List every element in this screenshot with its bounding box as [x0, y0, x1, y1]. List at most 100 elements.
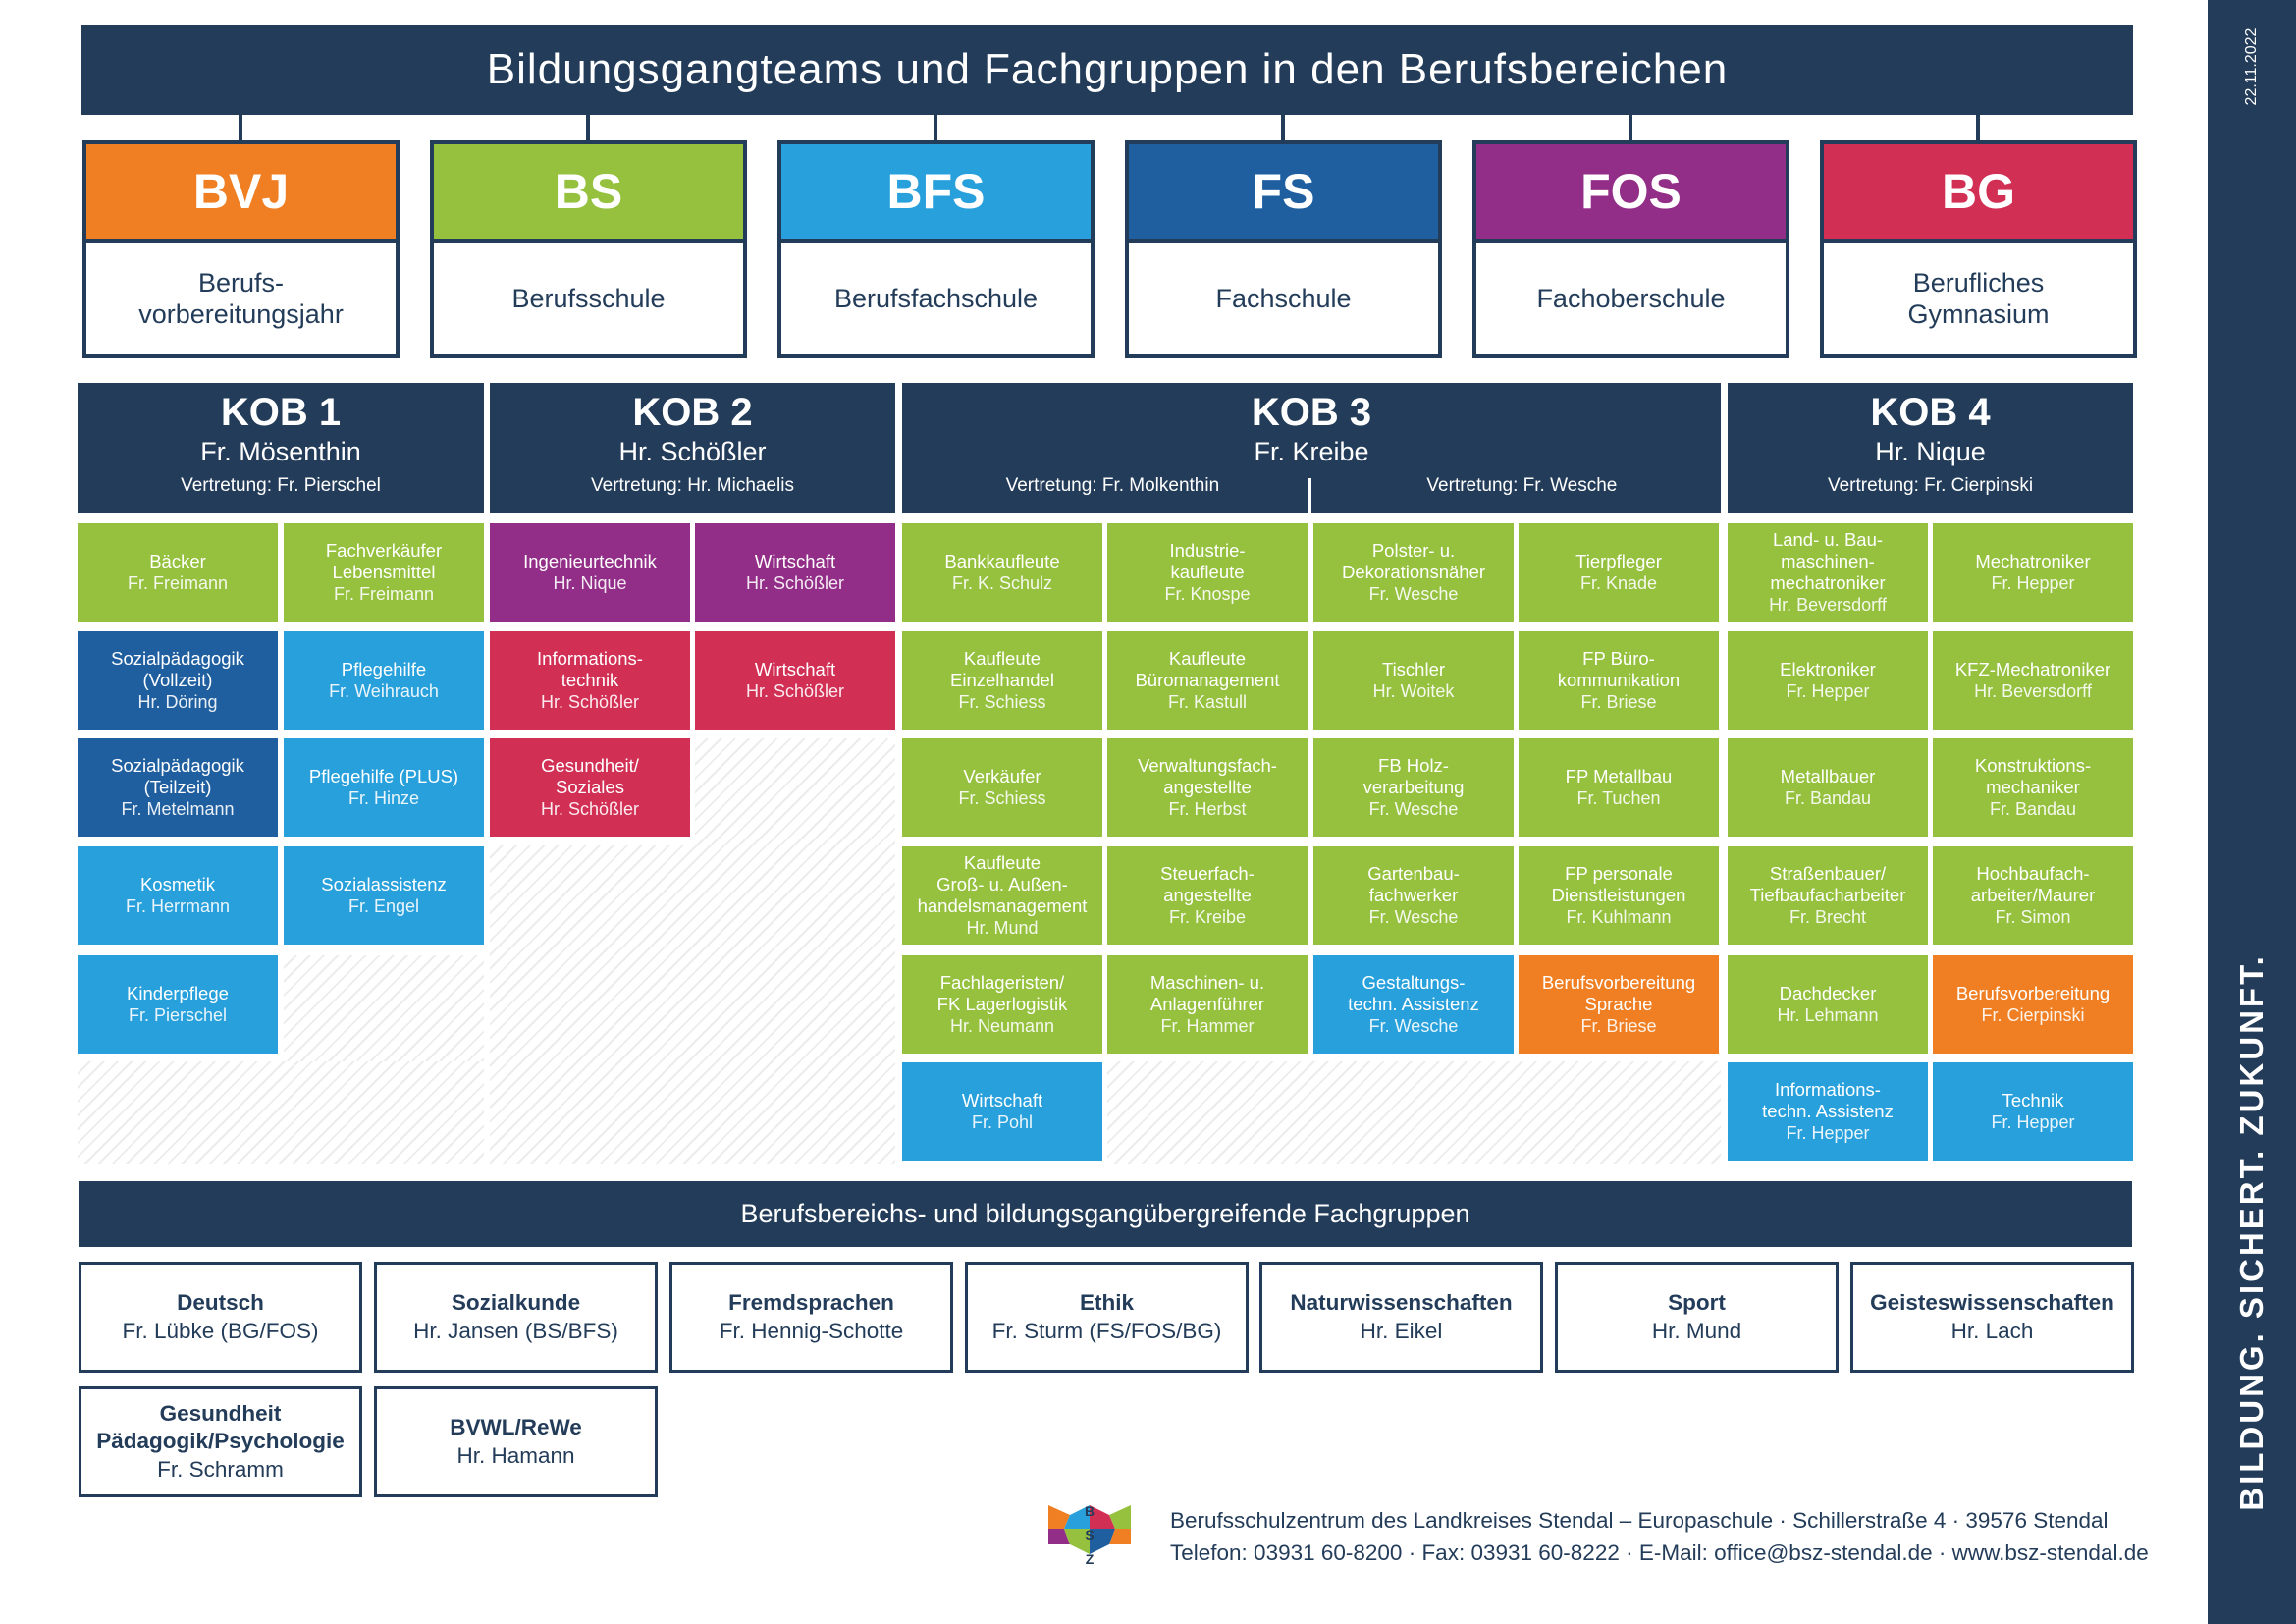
- team-title: Kaufleute Groß- u. Außen- handelsmanagem…: [917, 852, 1088, 916]
- team-person: Hr. Döring: [137, 692, 218, 712]
- connector-fs: [1281, 115, 1285, 140]
- connector-bfs: [934, 115, 937, 140]
- team-title: Industrie- kaufleute: [1169, 540, 1246, 582]
- team-person: Fr. Schiess: [958, 692, 1046, 712]
- kob-2-person: Hr. Schößler: [618, 437, 767, 466]
- team-title: FB Holz- verarbeitung: [1362, 755, 1465, 797]
- footer-address: Berufsschulzentrum des Landkreises Stend…: [1170, 1508, 2109, 1533]
- team-person: Fr. Pohl: [971, 1112, 1034, 1132]
- team-cell: FP Büro- kommunikation Fr. Briese: [1519, 631, 1719, 730]
- team-cell: Elektroniker Fr. Hepper: [1728, 631, 1928, 730]
- school-type-bg: BG Berufliches Gymnasium: [1820, 140, 2137, 358]
- school-type-name: Berufsfachschule: [833, 284, 1039, 313]
- kob-3-divider: [1308, 478, 1311, 513]
- team-person: Hr. Mund: [966, 918, 1039, 938]
- fachgruppe-box: Fremdsprachen Fr. Hennig-Schotte: [669, 1262, 953, 1373]
- fachgruppe-name: BVWL/ReWe: [450, 1414, 582, 1439]
- team-title: Konstruktions- mechaniker: [1974, 755, 2092, 797]
- fachgruppe-person: Hr. Jansen (BS/BFS): [413, 1318, 618, 1343]
- team-person: Fr. Engel: [347, 896, 420, 916]
- fachgruppe-name: Gesundheit Pädagogik/Psychologie: [96, 1400, 345, 1453]
- school-type-fs: FS Fachschule: [1125, 140, 1442, 358]
- team-title: Bankkaufleute: [944, 551, 1060, 571]
- page-title: Bildungsgangteams und Fachgruppen in den…: [81, 25, 2133, 115]
- team-person: Fr. Bandau: [1784, 788, 1872, 808]
- school-type-bfs: BFS Berufsfachschule: [777, 140, 1095, 358]
- team-title: Verwaltungsfach- angestellte: [1138, 755, 1277, 797]
- team-person: Hr. Woitek: [1372, 681, 1455, 701]
- team-cell: Steuerfach- angestellte Fr. Kreibe: [1107, 846, 1308, 945]
- fachgruppe-name: Fremdsprachen: [728, 1289, 894, 1315]
- fachgruppe-person: Hr. Lach: [1950, 1318, 2034, 1343]
- fachgruppe-name: Sport: [1668, 1289, 1726, 1315]
- team-title: Informations- techn. Assistenz: [1762, 1079, 1894, 1121]
- team-person: Fr. Wesche: [1368, 907, 1459, 927]
- fachgruppe-box: Geisteswissenschaften Hr. Lach: [1850, 1262, 2134, 1373]
- fachgruppe-name: Naturwissenschaften: [1290, 1289, 1513, 1315]
- team-cell: FP Metallbau Fr. Tuchen: [1519, 738, 1719, 837]
- team-cell: Gesundheit/ Soziales Hr. Schößler: [490, 738, 690, 837]
- school-type-name: Berufsschule: [511, 284, 666, 313]
- fachgruppe-name: Geisteswissenschaften: [1870, 1289, 2114, 1315]
- team-cell: Kosmetik Fr. Herrmann: [78, 846, 278, 945]
- team-cell: Wirtschaft Hr. Schößler: [695, 631, 895, 730]
- kob-4-name: KOB 4: [1870, 391, 1991, 434]
- team-cell: Ingenieurtechnik Hr. Nique: [490, 523, 690, 622]
- empty-area-kob1-bottom: [78, 1061, 484, 1164]
- team-cell: Kaufleute Einzelhandel Fr. Schiess: [902, 631, 1102, 730]
- kob-2-name: KOB 2: [632, 391, 753, 434]
- team-person: Fr. Hepper: [1786, 1123, 1870, 1143]
- footer-contact[interactable]: Telefon: 03931 60-8200 · Fax: 03931 60-8…: [1170, 1541, 2149, 1565]
- school-type-abbr: BVJ: [86, 144, 396, 243]
- team-cell: Fachverkäufer Lebensmittel Fr. Freimann: [284, 523, 484, 622]
- team-person: Hr. Schößler: [540, 692, 640, 712]
- school-type-abbr: BS: [434, 144, 743, 243]
- kob-4-header: KOB 4 Hr. Nique Vertretung: Fr. Cierpins…: [1728, 383, 2133, 513]
- team-title: Mechatroniker: [1975, 551, 2091, 571]
- footer: Berufsschulzentrum des Landkreises Stend…: [1170, 1504, 2149, 1569]
- fachgruppe-person: Hr. Mund: [1651, 1318, 1742, 1343]
- team-person: Fr. Brecht: [1789, 907, 1867, 927]
- team-title: Wirtschaft: [961, 1090, 1043, 1110]
- team-cell: Land- u. Bau- maschinen- mechatroniker Hr…: [1728, 523, 1928, 622]
- team-person: Hr. Beversdorff: [1769, 595, 1887, 615]
- team-person: Fr. Herbst: [1168, 799, 1247, 819]
- school-type-abbr: FOS: [1476, 144, 1786, 243]
- kob-1-header: KOB 1 Fr. Mösenthin Vertretung: Fr. Pier…: [78, 383, 484, 513]
- team-cell: Kaufleute Büromanagement Fr. Kastull: [1107, 631, 1308, 730]
- logo-letter-s: S: [1085, 1527, 1094, 1543]
- team-cell: Pflegehilfe (PLUS) Fr. Hinze: [284, 738, 484, 837]
- team-title: Sozialassistenz: [321, 874, 447, 894]
- team-cell: Wirtschaft Hr. Schößler: [695, 523, 895, 622]
- team-cell: Berufsvorbereitung Sprache Fr. Briese: [1519, 955, 1719, 1054]
- connector-bvj: [239, 115, 242, 140]
- team-person: Fr. Kreibe: [1168, 907, 1247, 927]
- team-person: Hr. Schößler: [745, 573, 845, 593]
- fachgruppe-name: Ethik: [1079, 1289, 1134, 1315]
- team-person: Fr. Knospe: [1164, 584, 1251, 604]
- cross-section-title: Berufsbereichs- und bildungsgangübergrei…: [79, 1181, 2132, 1247]
- team-title: Dachdecker: [1779, 983, 1877, 1003]
- school-type-name: Fachschule: [1215, 284, 1352, 313]
- bsz-logo: B S Z: [1048, 1503, 1131, 1567]
- team-title: Berufsvorbereitung: [1955, 983, 2110, 1003]
- team-person: Fr. Freimann: [333, 584, 435, 604]
- team-title: Kinderpflege: [127, 983, 229, 1003]
- team-cell: Fachlageristen/ FK Lagerlogistik Hr. Neum…: [902, 955, 1102, 1054]
- logo-letter-b: B: [1085, 1503, 1095, 1519]
- kob-3-header: KOB 3 Fr. Kreibe Vertretung: Fr. Molkent…: [902, 383, 1721, 513]
- team-cell: Konstruktions- mechaniker Fr. Bandau: [1933, 738, 2133, 837]
- kob-2-header: KOB 2 Hr. Schößler Vertretung: Hr. Micha…: [490, 383, 895, 513]
- team-title: Straßenbauer/ Tiefbaufacharbeiter: [1749, 863, 1906, 905]
- team-title: Fachlageristen/ FK Lagerlogistik: [936, 972, 1068, 1014]
- school-type-name: Berufliches Gymnasium: [1907, 268, 2050, 329]
- logo-letter-z: Z: [1086, 1551, 1095, 1567]
- kob-1-person: Fr. Mösenthin: [200, 437, 361, 466]
- team-title: Maschinen- u. Anlagenführer: [1149, 972, 1265, 1014]
- team-person: Fr. Hepper: [1991, 573, 2075, 593]
- fachgruppe-person: Fr. Hennig-Schotte: [719, 1318, 904, 1343]
- team-person: Fr. K. Schulz: [951, 573, 1053, 593]
- team-person: Hr. Neumann: [949, 1016, 1055, 1036]
- team-cell: Bankkaufleute Fr. K. Schulz: [902, 523, 1102, 622]
- fachgruppe-person: Fr. Schramm: [157, 1456, 284, 1482]
